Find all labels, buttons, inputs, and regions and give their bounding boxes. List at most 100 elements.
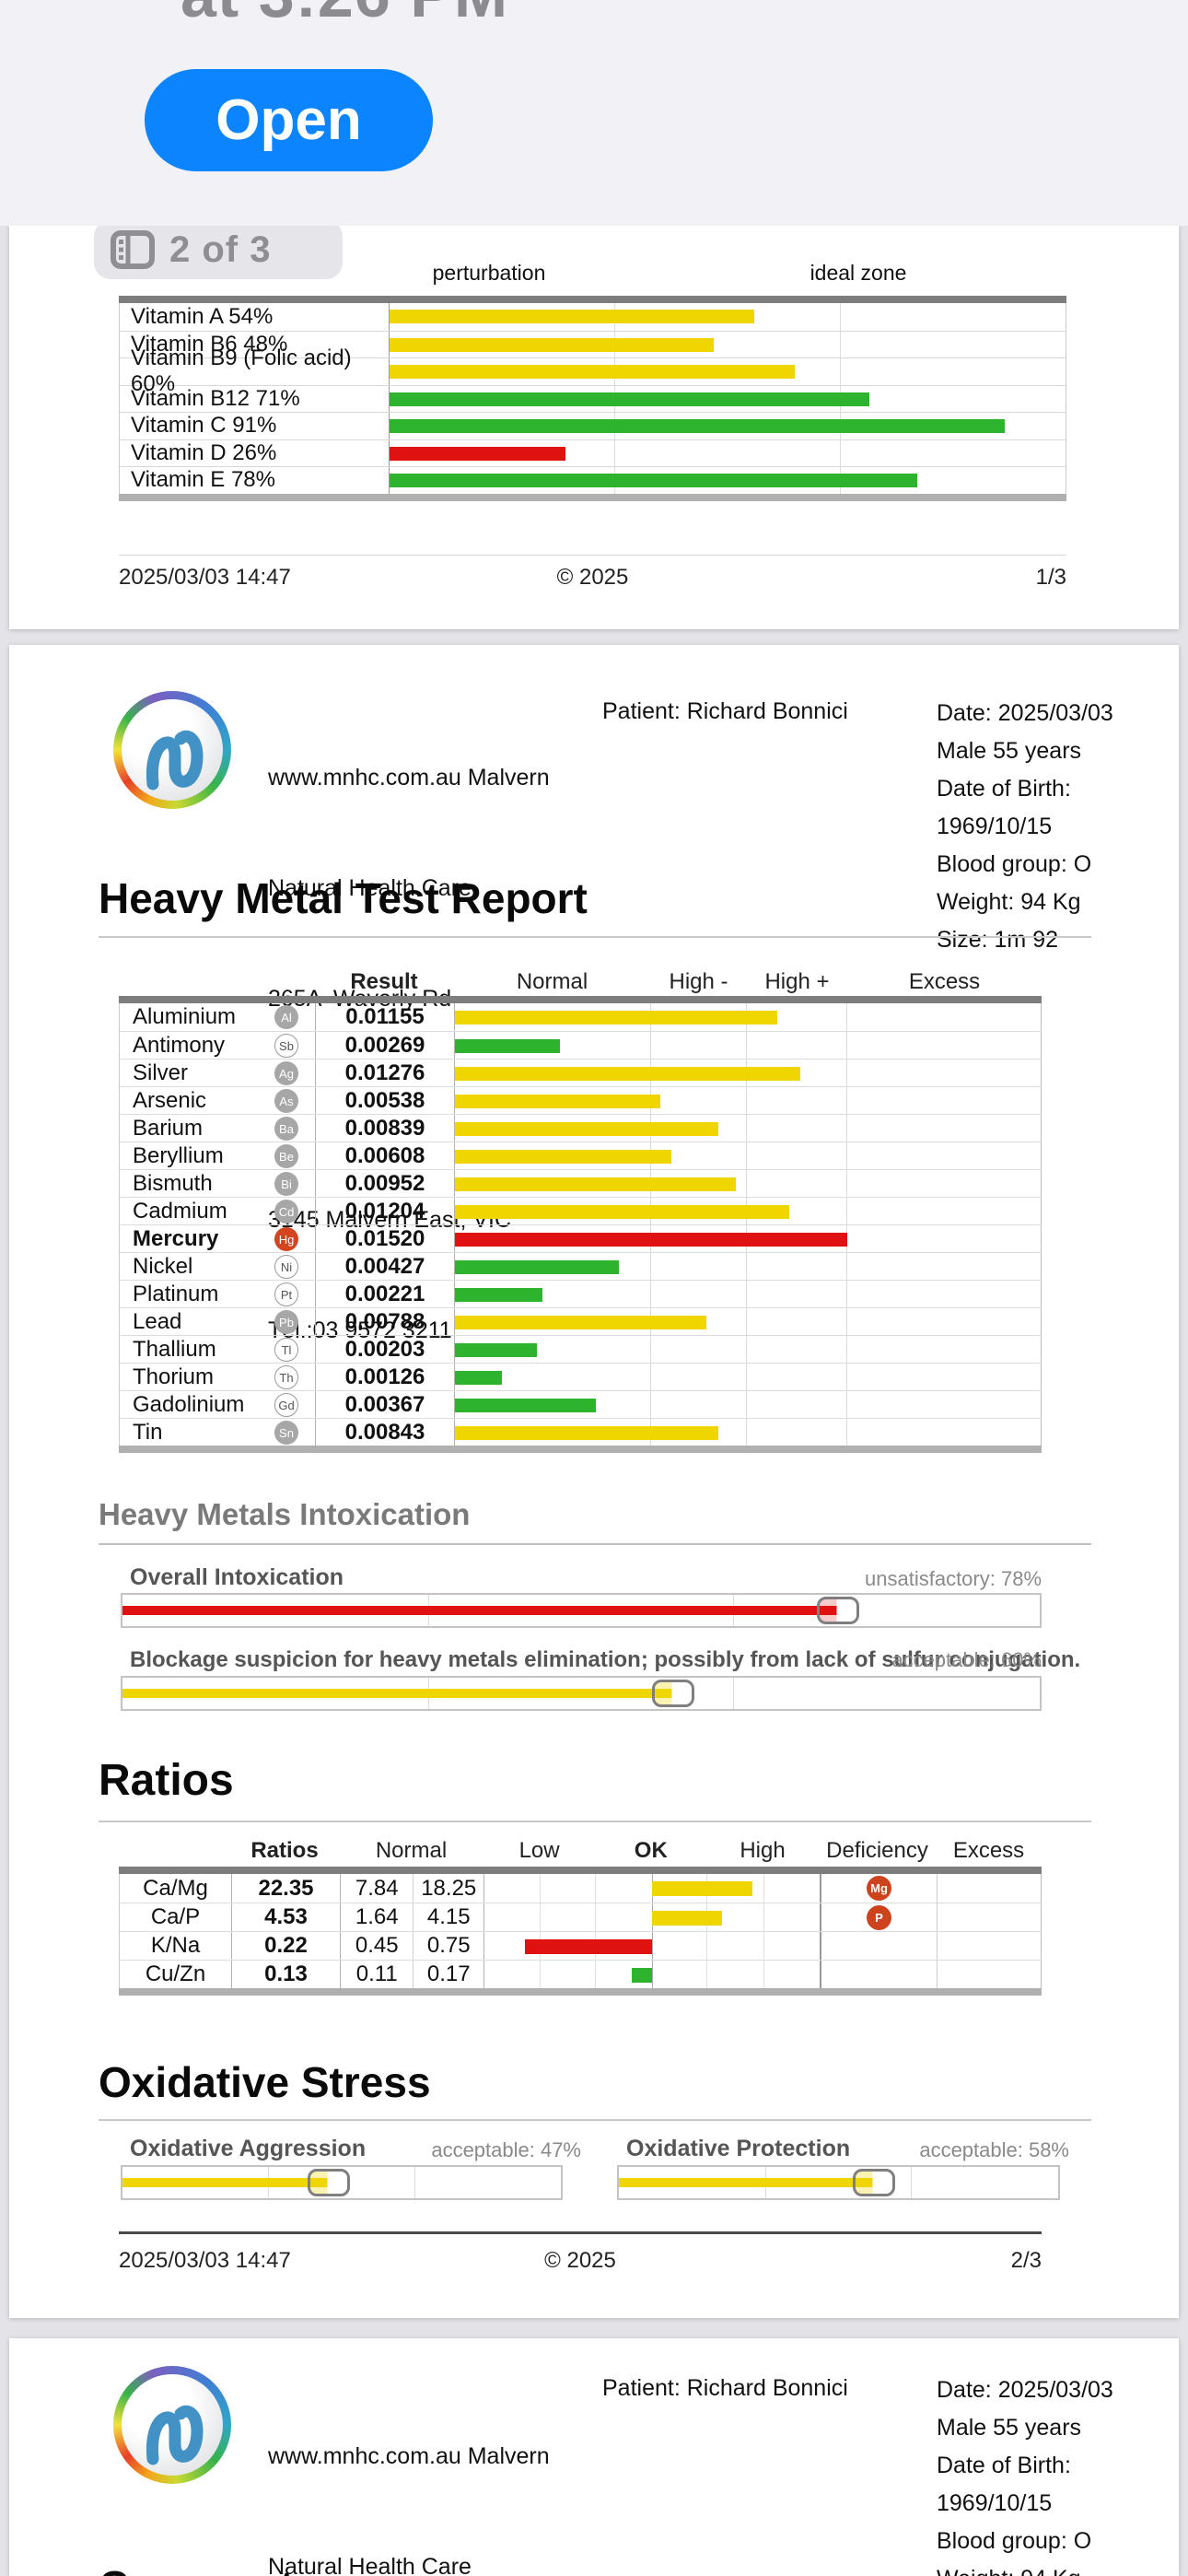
vitamin-bar — [390, 337, 715, 352]
metal-bar — [455, 1204, 789, 1219]
metal-row: Antimony Sb 0.00269 — [119, 1031, 1042, 1059]
ratio-chart-cell — [484, 1961, 820, 1988]
pages-icon — [111, 230, 155, 269]
element-badge: Th — [274, 1365, 298, 1389]
metal-chart-cell — [455, 1419, 1042, 1446]
vitamin-table-botbar — [119, 493, 1066, 501]
vitamin-label: Vitamin D 26% — [120, 439, 390, 466]
open-button[interactable]: Open — [145, 69, 433, 171]
element-badge: Ag — [274, 1061, 298, 1085]
element-badge: Cd — [274, 1200, 298, 1224]
ratio-row: Ca/Mg 22.35 7.84 18.25 Mg — [119, 1874, 1042, 1903]
oxidative-title: Oxidative Stress — [99, 2058, 431, 2106]
intoxication-underline — [99, 1543, 1091, 1545]
page2-footer: 2025/03/03 14:47 © 2025 2/3 — [119, 2248, 1042, 2274]
slider-thumb — [816, 1597, 859, 1624]
patient-info: Date: 2025/03/03 Male 55 years Date of B… — [937, 695, 1179, 959]
vitamin-chart-cell — [390, 331, 1066, 357]
ratios-table: Ca/Mg 22.35 7.84 18.25 Mg — [119, 1867, 1042, 1996]
vitamin-chart-cell — [390, 439, 1066, 466]
metal-bar — [455, 1149, 672, 1164]
slider-thumb — [852, 2169, 895, 2196]
metal-bar — [455, 1121, 719, 1136]
metal-chart-cell — [455, 1225, 1042, 1252]
deficiency-badge: Mg — [867, 1876, 891, 1901]
vitamin-row: Vitamin B9 (Folic acid) 60% — [119, 345, 1066, 396]
slider-overall-intoxication — [121, 1593, 1042, 1628]
ratios-header-normal: Normal — [375, 1838, 448, 1863]
ratio-value: 22.35 — [231, 1874, 340, 1903]
info-dob: Date of Birth: 1969/10/15 — [937, 776, 1071, 839]
metal-result-value: 0.00269 — [315, 1032, 455, 1059]
vitamin-table-topbar — [119, 296, 1066, 303]
ratio-excess-cell — [937, 1932, 1042, 1960]
ratio-name: Ca/P — [150, 1904, 201, 1929]
patient-info: Date: 2025/03/03 Male 55 years Date of B… — [937, 2371, 1179, 2576]
vitamin-chart-cell — [390, 413, 1066, 439]
metal-chart-cell — [455, 1364, 1042, 1390]
metal-name: Cadmium — [133, 1198, 227, 1224]
element-badge: Sn — [274, 1421, 298, 1445]
page-indicator-label: 2 of 3 — [169, 228, 272, 270]
footer-date: 2025/03/03 14:47 — [119, 565, 291, 590]
metal-chart-cell — [455, 1032, 1042, 1059]
vitamin-row: Vitamin B6 48% — [119, 330, 1066, 357]
metal-name: Nickel — [133, 1253, 193, 1279]
info-date: Date: 2025/03/03 — [937, 700, 1113, 726]
deficiency-badge: P — [867, 1904, 891, 1930]
report-title-underline — [99, 936, 1091, 938]
page-indicator[interactable]: 2 of 3 — [94, 220, 343, 279]
element-badge: Tl — [274, 1338, 298, 1362]
slider-bar — [122, 1689, 673, 1698]
info-blood-group: Blood group: O — [937, 851, 1092, 877]
slider-status-blockage: acceptable: 60% — [891, 1648, 1042, 1671]
metal-result-value: 0.00221 — [315, 1281, 455, 1307]
vitamin-chart-cell — [390, 467, 1066, 494]
metal-chart-cell — [455, 1253, 1042, 1280]
metals-header-normal: Normal — [516, 969, 588, 994]
slider-status-aggression: acceptable: 47% — [431, 2138, 581, 2161]
ratio-normal-high: 4.15 — [426, 1904, 471, 1929]
report-title: Heavy Metal Test Report — [99, 874, 588, 922]
metal-bar — [455, 1066, 801, 1081]
metal-chart-cell — [455, 1087, 1042, 1114]
vitamin-label: Vitamin E 78% — [120, 467, 390, 494]
oxidative-underline — [99, 2119, 1091, 2121]
info-sex-age: Male 55 years — [937, 2415, 1082, 2441]
metal-name: Tin — [133, 1419, 163, 1445]
metal-bar — [455, 1094, 660, 1108]
clinic-line: www.mnhc.com.au Malvern — [268, 765, 550, 790]
slider-bar — [122, 1606, 838, 1615]
ratio-bar — [524, 1938, 652, 1954]
vitamin-row: Vitamin D 26% — [119, 439, 1066, 466]
metal-result-value: 0.00608 — [315, 1142, 455, 1169]
vitamin-bar — [390, 392, 870, 406]
clinic-line: www.mnhc.com.au Malvern — [268, 2443, 550, 2469]
vitamin-row: Vitamin A 54% — [119, 303, 1066, 331]
vitamin-rows: Vitamin A 54% Vitamin B6 48% Vit — [119, 303, 1066, 494]
slider-thumb — [307, 2169, 350, 2196]
vitamin-chart-cell — [390, 303, 1066, 331]
ratios-rows: Ca/Mg 22.35 7.84 18.25 Mg — [119, 1874, 1042, 1988]
element-badge: Ni — [274, 1255, 298, 1279]
element-badge: As — [274, 1089, 298, 1113]
metal-row: Arsenic As 0.00538 — [119, 1086, 1042, 1114]
ratios-header-ok: OK — [634, 1838, 668, 1863]
info-weight: Weight: 94 Kg — [937, 889, 1081, 915]
clinic-logo-swirl — [146, 730, 204, 790]
metal-row: Beryllium Be 0.00608 — [119, 1142, 1042, 1169]
ratio-name: Ca/Mg — [143, 1875, 208, 1901]
metal-result-value: 0.00126 — [315, 1364, 455, 1390]
metal-row: Barium Ba 0.00839 — [119, 1114, 1042, 1142]
ratios-table-botbar — [119, 1988, 1042, 1996]
metal-bar — [455, 1259, 620, 1274]
metal-row: Platinum Pt 0.00221 — [119, 1280, 1042, 1307]
metal-chart-cell — [455, 1281, 1042, 1307]
slider-oxidative-protection — [617, 2165, 1060, 2200]
metal-name: Aluminium — [133, 1004, 237, 1029]
element-badge: Gd — [274, 1393, 298, 1417]
metal-name: Lead — [133, 1308, 182, 1334]
ratios-header-excess: Excess — [952, 1838, 1025, 1863]
ratio-row: Cu/Zn 0.13 0.11 0.17 — [119, 1960, 1042, 1988]
